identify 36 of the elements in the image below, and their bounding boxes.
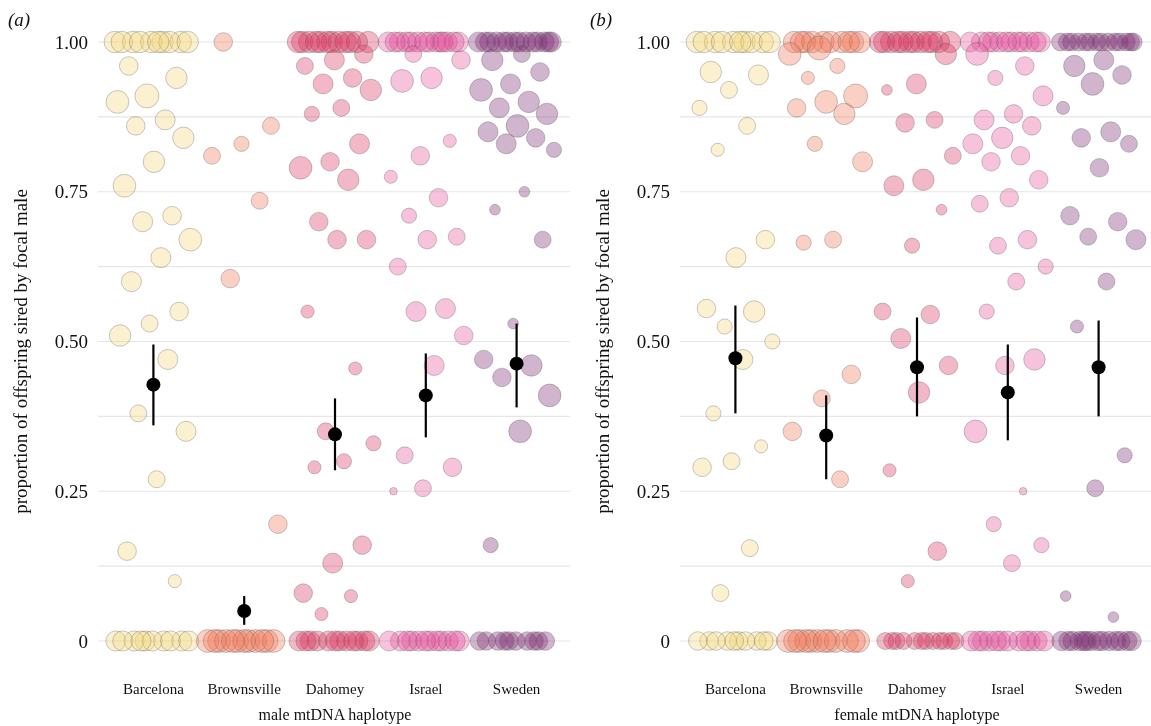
x-tick-label: Israel xyxy=(409,681,443,697)
y-tick-label: 0.50 xyxy=(54,331,88,353)
x-tick-label: Sweden xyxy=(492,681,541,697)
point xyxy=(1000,385,1015,400)
chart-title: (b) xyxy=(590,9,613,31)
point xyxy=(509,356,524,371)
y-axis-title: proportion of offspring sired by focal male xyxy=(10,189,31,514)
y-tick-label: 0 xyxy=(660,630,670,652)
x-tick-label: Dahomey xyxy=(305,681,365,697)
y-tick-label: 0.25 xyxy=(636,480,670,502)
y-tick-label: 0.25 xyxy=(54,480,88,502)
point xyxy=(237,604,252,619)
x-tick-label: Dahomey xyxy=(887,681,947,697)
x-tick-label: Barcelona xyxy=(122,681,185,697)
point xyxy=(418,388,433,403)
point xyxy=(728,351,743,366)
x-axis-title: male mtDNA haplotype xyxy=(258,706,412,724)
y-tick-label: 0.75 xyxy=(54,181,88,203)
y-tick-label: 0.75 xyxy=(636,181,670,203)
x-tick-label: Barcelona xyxy=(704,681,767,697)
y-tick-label: 0.50 xyxy=(636,331,670,353)
x-tick-label: Sweden xyxy=(1074,681,1123,697)
y-tick-label: 1.00 xyxy=(636,31,670,53)
y-axis-title: proportion of offspring sired by focal male xyxy=(592,189,613,514)
y-tick-label: 1.00 xyxy=(54,31,88,53)
x-tick-label: Israel xyxy=(991,681,1025,697)
point xyxy=(910,360,924,375)
point xyxy=(819,428,834,443)
x-tick-label: Brownsville xyxy=(207,681,282,697)
y-tick-label: 0 xyxy=(78,630,88,652)
x-axis-title: female mtDNA haplotype xyxy=(834,706,1000,724)
point xyxy=(328,427,342,442)
point xyxy=(146,377,161,392)
chart-title: (a) xyxy=(8,9,31,31)
x-tick-label: Brownsville xyxy=(789,681,864,697)
point xyxy=(1091,360,1106,375)
